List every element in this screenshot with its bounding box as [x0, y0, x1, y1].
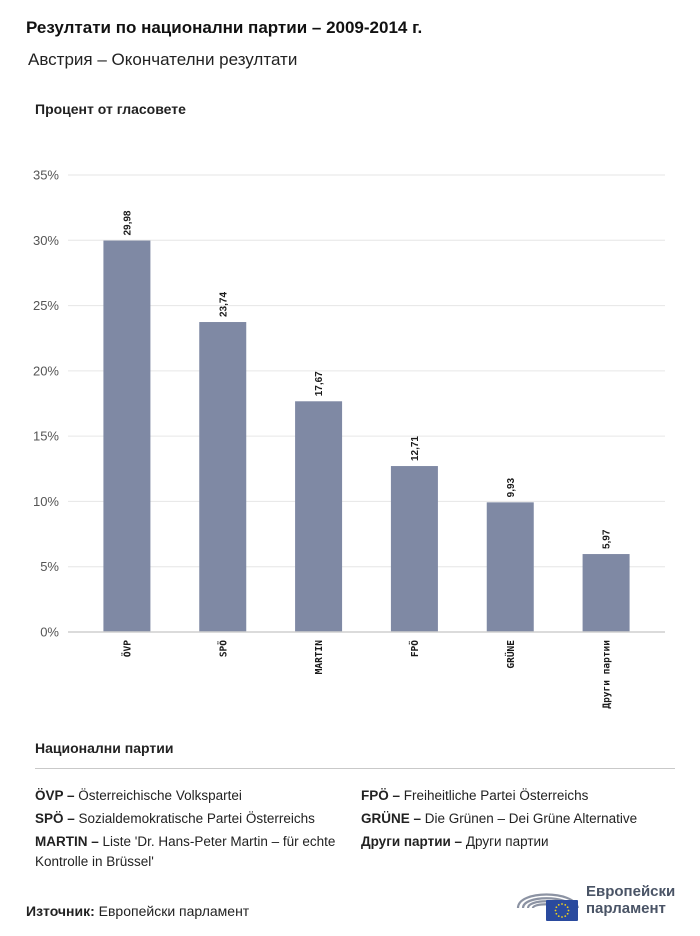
flag-star	[567, 909, 570, 912]
x-tick-label: SPÖ	[218, 640, 229, 657]
legend-item: Други партии – Други партии	[361, 832, 681, 852]
x-tick-label: FPÖ	[410, 640, 421, 657]
ep-logo-line1: Европейски	[586, 883, 676, 900]
bar-chart: 0% 5% 10% 15% 20% 25% 30% 35% 29,98 ÖVP 23,74 SPÖ 17…	[33, 168, 665, 709]
flag-star	[566, 912, 569, 915]
bar-0	[103, 240, 151, 632]
y-tick-label: 30%	[33, 233, 59, 248]
bar-value-label: 29,98	[122, 210, 133, 235]
bar-value-label: 5,97	[602, 529, 613, 549]
legend-item: ÖVP – Österreichische Volkspartei	[35, 786, 350, 806]
ep-logo-line2: парламент	[586, 900, 666, 917]
flag-star	[564, 915, 567, 918]
chart-subtitle: Австрия – Окончателни резултати	[28, 50, 298, 69]
ep-emblem-icon	[516, 893, 580, 921]
source-label: Източник:	[26, 903, 95, 919]
legend-abbr: SPÖ –	[35, 811, 75, 826]
flag-star	[555, 906, 558, 909]
bar-value-label: 9,93	[506, 477, 517, 497]
legend-abbr: FPÖ –	[361, 788, 401, 803]
y-tick-label: 10%	[33, 494, 59, 509]
flag-star	[566, 906, 569, 909]
legend-item: MARTIN – Liste 'Dr. Hans-Peter Martin – …	[35, 832, 350, 872]
chart-title: Резултати по национални партии – 2009-20…	[26, 18, 423, 37]
y-axis-label: Процент от гласовете	[35, 101, 186, 117]
bar-2	[295, 401, 343, 632]
legend-column-right: FPÖ – Freiheitliche Partei Österreichs GR…	[361, 786, 681, 855]
legend-name: Други партии	[462, 834, 549, 849]
bar-3	[390, 466, 438, 632]
flag-star	[555, 912, 558, 915]
legend-name: Liste 'Dr. Hans-Peter Martin – für echte…	[35, 834, 336, 869]
legend-name: Österreichische Volkspartei	[74, 788, 242, 803]
y-tick-label: 25%	[33, 298, 59, 313]
bar-5	[582, 554, 630, 632]
legend-item: GRÜNE – Die Grünen – Dei Grüne Alternati…	[361, 809, 681, 829]
x-tick-label: ÖVP	[122, 640, 133, 657]
x-tick-label: MARTIN	[314, 640, 325, 675]
legend-abbr: GRÜNE –	[361, 811, 422, 826]
y-tick-label: 35%	[33, 168, 59, 183]
source-note: Източник: Европейски парламент	[26, 903, 249, 919]
eu-flag	[546, 900, 578, 921]
flag-star	[564, 903, 567, 906]
legend-name: Freiheitliche Partei Österreichs	[400, 788, 589, 803]
source-value: Европейски парламент	[94, 903, 250, 919]
flag-star	[561, 916, 563, 918]
legend-name: Die Grünen – Dei Grüne Alternative	[421, 811, 638, 826]
legend-divider	[35, 768, 675, 769]
ep-logo-text: Европейски парламент	[586, 883, 675, 917]
flag-star	[561, 903, 563, 905]
legend-abbr: ÖVP –	[35, 788, 75, 803]
bar-1	[199, 322, 247, 632]
bar-value-label: 17,67	[314, 371, 325, 396]
bar-value-label: 12,71	[410, 436, 421, 461]
y-tick-label: 15%	[33, 429, 59, 444]
ep-logo: Европейски парламент	[514, 878, 684, 922]
x-tick-label: Други партии	[602, 640, 613, 709]
flag-star	[557, 915, 560, 918]
legend-abbr: MARTIN –	[35, 834, 99, 849]
flag-star	[557, 903, 560, 906]
legend-title: Национални партии	[35, 740, 174, 756]
legend-item: SPÖ – Sozialdemokratische Partei Österre…	[35, 809, 350, 829]
legend-name: Sozialdemokratische Partei Österreichs	[74, 811, 315, 826]
legend-column-left: ÖVP – Österreichische Volkspartei SPÖ – S…	[35, 786, 350, 875]
y-tick-label: 5%	[40, 559, 59, 574]
legend-item: FPÖ – Freiheitliche Partei Österreichs	[361, 786, 681, 806]
y-tick-label: 0%	[40, 625, 59, 640]
bar-4	[486, 502, 534, 632]
x-tick-label: GRÜNE	[506, 640, 517, 669]
flag-star	[554, 909, 557, 912]
y-tick-label: 20%	[33, 363, 59, 378]
legend-abbr: Други партии –	[361, 834, 463, 849]
bar-value-label: 23,74	[218, 292, 229, 317]
